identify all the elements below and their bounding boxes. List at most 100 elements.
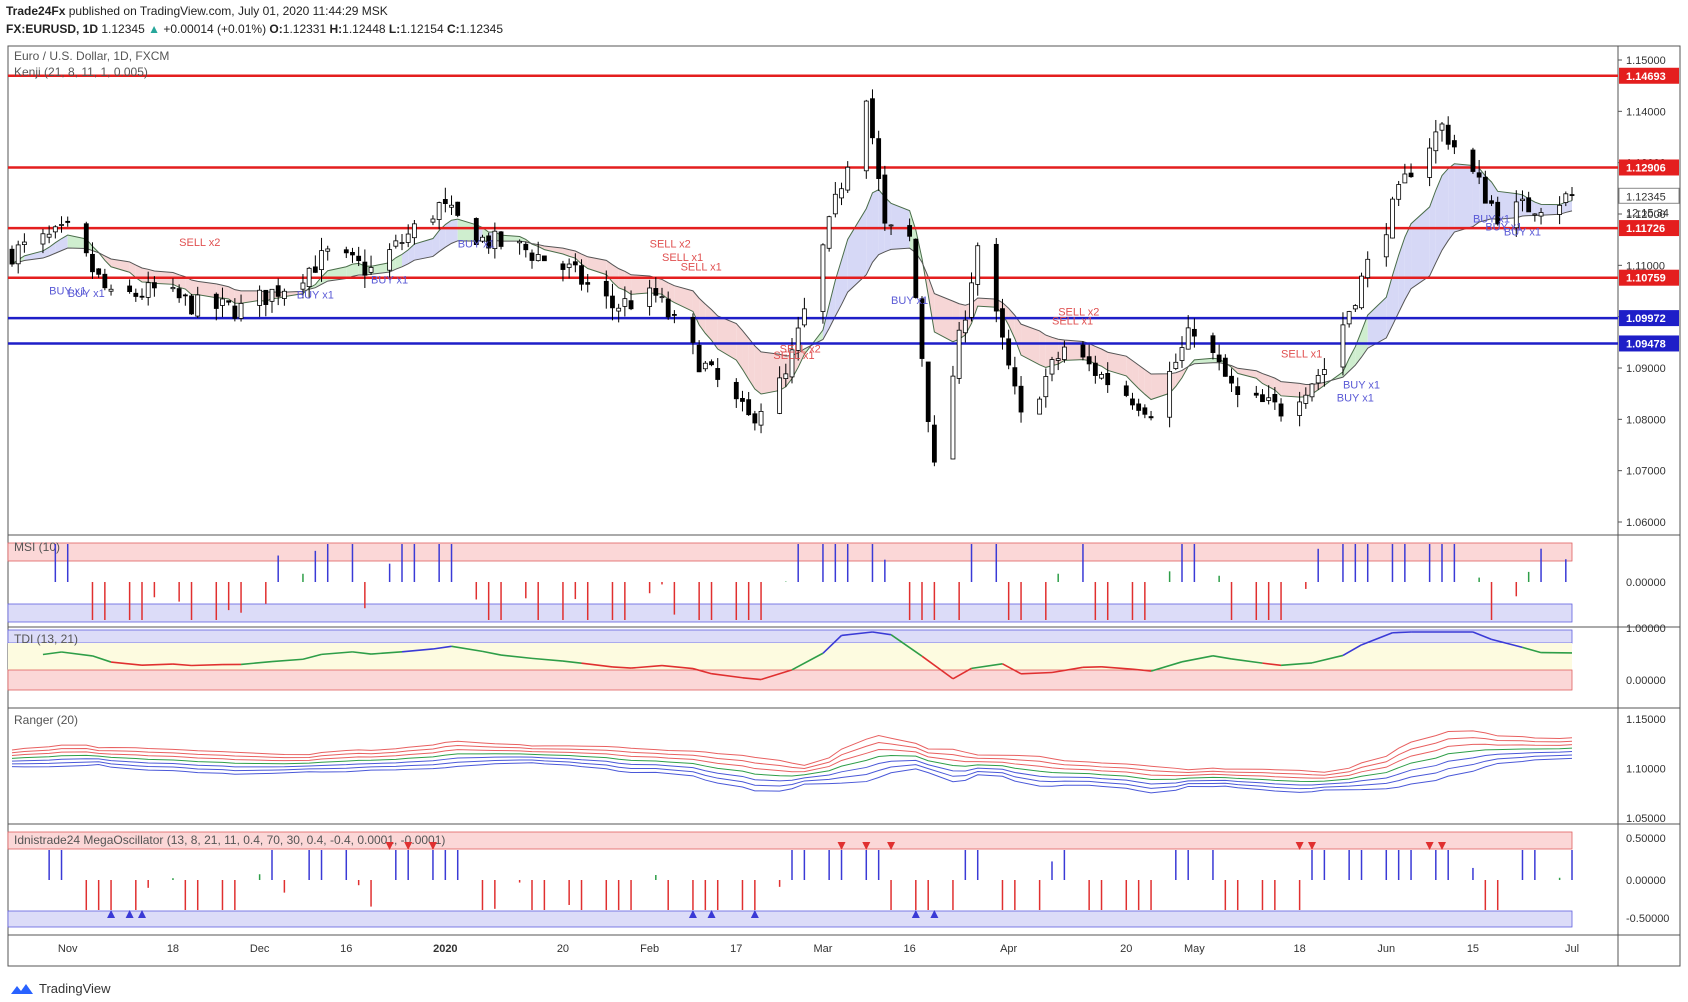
msi-tick-label: 0.00000	[1626, 577, 1666, 589]
axes: 1.150001.140001.130001.120001.110001.100…	[58, 55, 1680, 955]
candle-body	[888, 224, 894, 227]
candle-body	[1482, 176, 1488, 204]
candle-body	[696, 344, 702, 373]
kenji-cloud-segment	[1318, 382, 1325, 390]
mega-sell-arrow-icon	[1295, 842, 1304, 850]
kenji-cloud-segment	[977, 297, 997, 308]
tdi-line-segment	[401, 648, 434, 653]
price-tick-label: 1.07000	[1626, 466, 1666, 478]
kenji-cloud-segment	[49, 242, 56, 256]
mega-pane[interactable]: Idnistrade24 MegaOscillator (13, 8, 21, …	[7, 831, 1573, 928]
kenji-cloud-segment	[148, 269, 155, 284]
kenji-cloud-segment	[1299, 383, 1306, 398]
candle-body	[238, 302, 244, 319]
ohlc-line: FX:EURUSD, 1D 1.12345 ▲ +0.00014 (+0.01%…	[6, 22, 503, 36]
candle-body	[603, 280, 609, 297]
candle-body	[1445, 124, 1451, 145]
candle-body	[1402, 173, 1408, 184]
candle-body	[449, 204, 454, 208]
mega-sell-arrow-icon	[862, 842, 871, 850]
kenji-cloud-segment	[457, 219, 477, 242]
tdi-line-segment	[1280, 662, 1313, 667]
candle-body	[1216, 354, 1222, 363]
candle-body	[145, 282, 151, 298]
candle-body	[1569, 194, 1575, 196]
sell-signal-label: SELL x2	[1058, 307, 1099, 319]
published-text: published on TradingView.com, July 01, 2…	[68, 4, 388, 18]
kenji-cloud-segment	[234, 289, 242, 304]
msi-pane[interactable]: MSI (10)	[7, 540, 1573, 623]
candle-body	[752, 413, 758, 424]
candle-body	[1408, 172, 1414, 178]
kenji-cloud-segment	[717, 315, 737, 361]
mega-buy-arrow-icon	[107, 910, 116, 918]
candle-body	[1080, 344, 1086, 358]
candle-body	[1099, 374, 1104, 379]
candle-body	[59, 224, 64, 226]
candle-body	[529, 252, 535, 261]
footer[interactable]: TradingView	[10, 981, 111, 996]
tdi-line-segment	[141, 663, 173, 667]
kenji-cloud-segment	[1398, 237, 1405, 313]
tdi-line-segment	[760, 669, 793, 681]
tdi-line-segment	[1021, 671, 1053, 675]
candle-body	[1451, 140, 1457, 148]
candle-body	[907, 225, 913, 237]
candle-body	[281, 290, 287, 299]
kenji-cloud-segment	[1534, 202, 1542, 216]
candle-body	[795, 327, 801, 351]
kenji-cloud-segment	[587, 256, 607, 275]
symbol[interactable]: FX:EURUSD, 1D	[6, 22, 99, 36]
candle-body	[1365, 258, 1371, 279]
tdi-pane[interactable]: TDI (13, 21)	[7, 629, 1573, 691]
tdi-line-segment	[1101, 666, 1133, 670]
candle-body	[702, 362, 708, 370]
candle-body	[1266, 397, 1272, 401]
sell-signal-label: SELL x1	[1052, 315, 1093, 327]
date-tick-label: Dec	[250, 943, 270, 955]
kenji-cloud-segment	[1448, 163, 1455, 241]
candle-body	[1315, 375, 1321, 384]
mega-sell-arrow-icon	[428, 842, 437, 850]
kenji-cloud-segment	[346, 264, 353, 279]
kenji-cloud-segment	[668, 282, 675, 303]
candle-body	[182, 294, 188, 297]
candle-body	[1229, 375, 1234, 384]
price-tick-label: 1.06000	[1626, 517, 1666, 529]
kenji-cloud-segment	[798, 348, 805, 368]
candle-body	[1260, 394, 1265, 403]
kenji-cloud-segment	[197, 281, 217, 298]
kenji-indicator-title: Kenji (21, 8, 11, 1, 0.005)	[14, 65, 148, 79]
candle-body	[498, 231, 504, 247]
candle-body	[566, 263, 572, 268]
candle-body	[220, 298, 225, 306]
last-price: 1.12345	[101, 22, 145, 36]
ranger-pane[interactable]: Ranger (20)	[11, 713, 1573, 794]
candle-body	[870, 98, 875, 139]
candle-body	[919, 298, 925, 359]
buy-signal-label: BUY x1	[891, 295, 928, 307]
tdi-line-segment	[370, 650, 403, 655]
level-badge-label: 1.14693	[1626, 71, 1666, 83]
open-value: 1.12331	[282, 22, 327, 36]
candle-body	[1049, 359, 1055, 375]
tdi-line-segment	[1311, 654, 1344, 664]
candle-body	[1142, 407, 1148, 415]
tdi-line-segment	[872, 631, 892, 636]
kenji-cloud-segment	[1541, 204, 1560, 216]
candle-body	[319, 250, 324, 271]
tdi-line-segment	[432, 645, 452, 650]
kenji-cloud-segment	[761, 351, 780, 395]
candle-body	[108, 288, 114, 292]
candle-body	[1352, 305, 1358, 310]
candle-body	[90, 253, 95, 273]
tdi-line-segment	[1522, 646, 1542, 654]
kenji-cloud-segment	[414, 238, 433, 261]
kenji-cloud-segment	[1435, 175, 1442, 263]
candle-body	[1136, 403, 1142, 411]
candle-body	[350, 251, 355, 256]
current-price-label: 1.12345	[1626, 191, 1666, 203]
candle-body	[690, 316, 696, 343]
